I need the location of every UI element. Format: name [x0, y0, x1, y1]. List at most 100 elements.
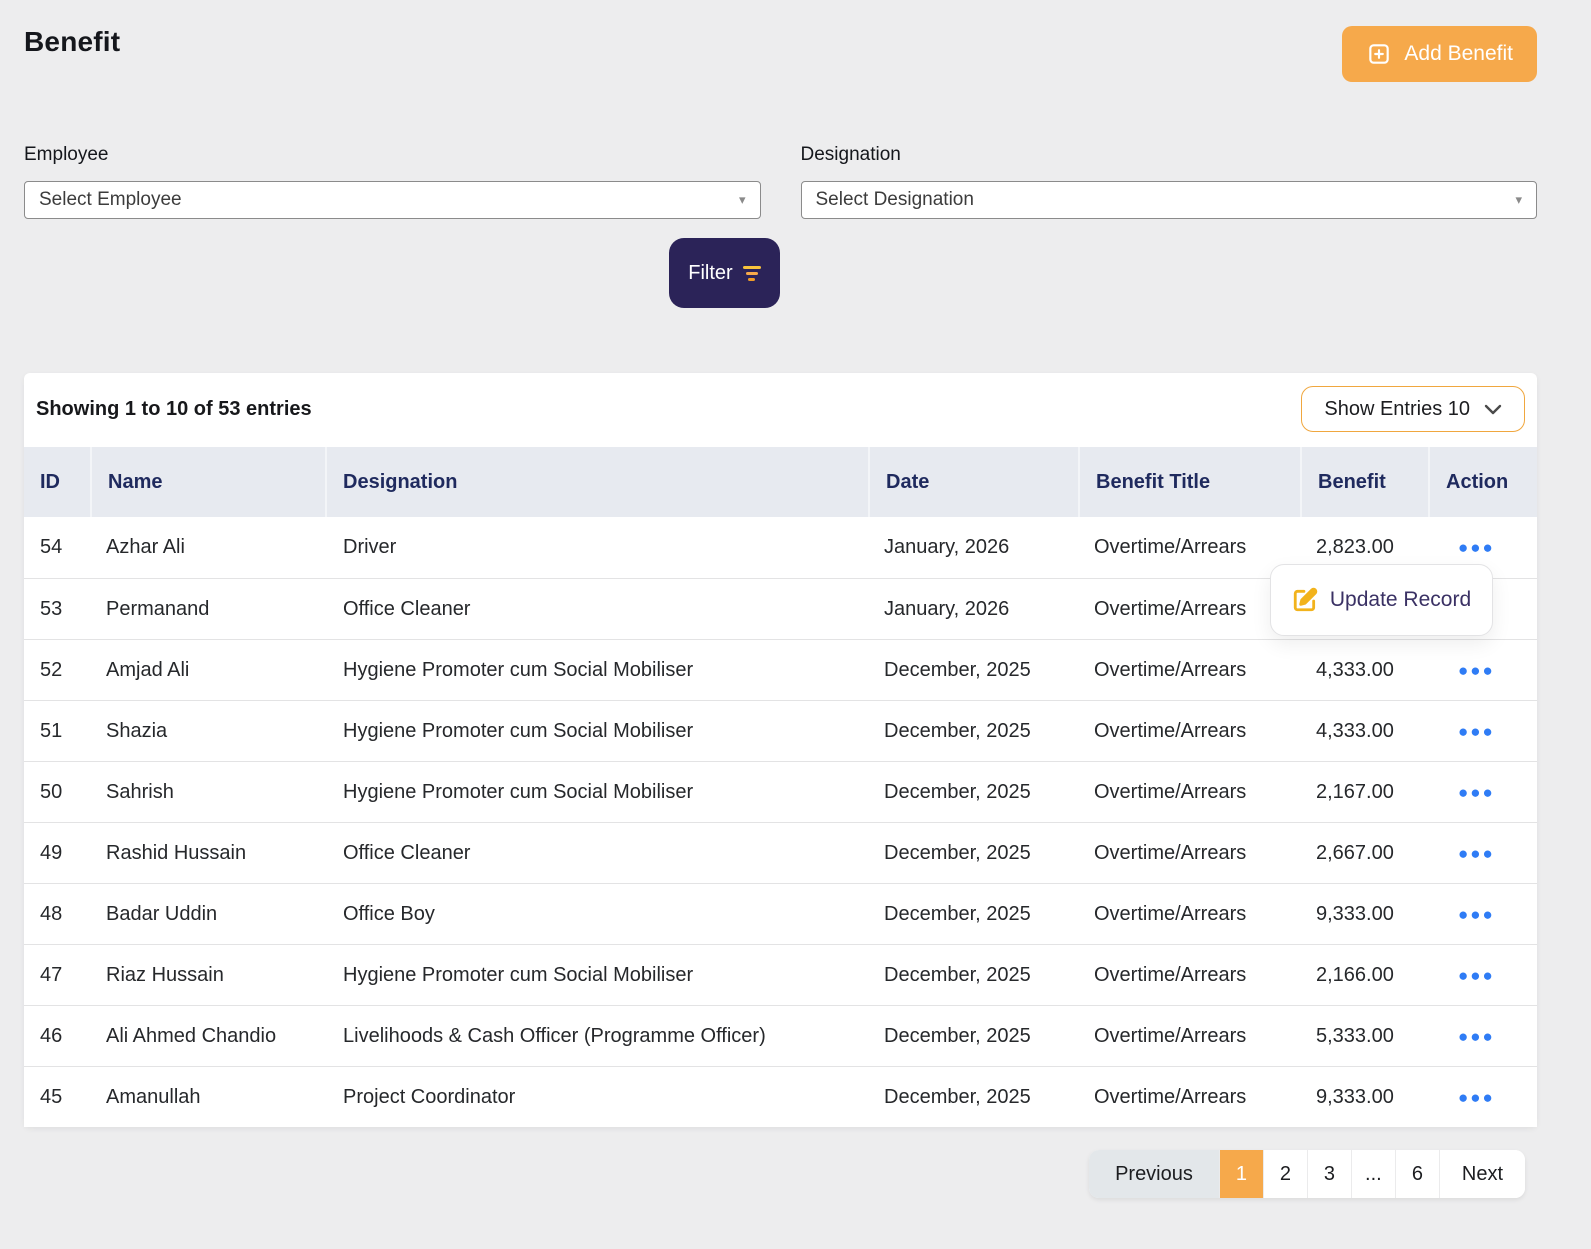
cell-name: Ali Ahmed Chandio: [90, 1025, 325, 1048]
ellipsis-icon: ●●●: [1458, 905, 1495, 924]
table-row: 48Badar UddinOffice BoyDecember, 2025Ove…: [24, 883, 1537, 944]
cell-benefit: 9,333.00: [1300, 1086, 1428, 1109]
cell-benefit_title: Overtime/Arrears: [1078, 1025, 1300, 1048]
cell-benefit: 9,333.00: [1300, 903, 1428, 926]
pagination-next[interactable]: Next: [1439, 1150, 1525, 1198]
column-header-date: Date: [868, 447, 1078, 517]
cell-name: Amanullah: [90, 1086, 325, 1109]
caret-down-icon: ▾: [1515, 192, 1522, 208]
employee-select[interactable]: Select Employee ▾: [24, 181, 761, 219]
ellipsis-icon: ●●●: [1458, 1088, 1495, 1107]
cell-designation: Hygiene Promoter cum Social Mobiliser: [325, 720, 868, 743]
row-actions-button[interactable]: ●●●: [1428, 964, 1537, 987]
cell-designation: Office Cleaner: [325, 598, 868, 621]
cell-designation: Livelihoods & Cash Officer (Programme Of…: [325, 1025, 868, 1048]
cell-benefit_title: Overtime/Arrears: [1078, 964, 1300, 987]
update-record-label: Update Record: [1330, 588, 1471, 612]
column-header-action: Action: [1428, 447, 1537, 517]
show-entries-dropdown[interactable]: Show Entries 10: [1301, 386, 1525, 432]
table-row: 45AmanullahProject CoordinatorDecember, …: [24, 1066, 1537, 1127]
caret-down-icon: ▾: [739, 192, 746, 208]
cell-id: 48: [24, 903, 90, 926]
cell-date: December, 2025: [868, 842, 1078, 865]
cell-benefit_title: Overtime/Arrears: [1078, 903, 1300, 926]
pagination-page-3[interactable]: 3: [1307, 1150, 1351, 1198]
pagination-previous[interactable]: Previous: [1089, 1150, 1219, 1198]
designation-filter: Designation Select Designation ▾: [801, 144, 1538, 219]
designation-select-value: Select Designation: [816, 189, 974, 211]
cell-date: December, 2025: [868, 659, 1078, 682]
benefit-table-card: Showing 1 to 10 of 53 entries Show Entri…: [24, 373, 1537, 1127]
entries-summary: Showing 1 to 10 of 53 entries: [36, 398, 312, 421]
row-actions-button[interactable]: ●●●: [1428, 781, 1537, 804]
cell-id: 51: [24, 720, 90, 743]
row-actions-button[interactable]: ●●●: [1428, 842, 1537, 865]
row-actions-button[interactable]: ●●●: [1428, 720, 1537, 743]
table-header-row: IDNameDesignationDateBenefit TitleBenefi…: [24, 447, 1537, 517]
cell-id: 45: [24, 1086, 90, 1109]
filters-row: Employee Select Employee ▾ Designation S…: [24, 144, 1537, 219]
cell-date: December, 2025: [868, 903, 1078, 926]
cell-designation: Office Cleaner: [325, 842, 868, 865]
employee-label: Employee: [24, 144, 761, 166]
table-row: 51ShaziaHygiene Promoter cum Social Mobi…: [24, 700, 1537, 761]
row-actions-button[interactable]: ●●●: [1428, 1025, 1537, 1048]
cell-date: December, 2025: [868, 781, 1078, 804]
cell-name: Amjad Ali: [90, 659, 325, 682]
column-header-id: ID: [24, 447, 90, 517]
pagination-page-1[interactable]: 1: [1219, 1150, 1263, 1198]
cell-benefit_title: Overtime/Arrears: [1078, 1086, 1300, 1109]
cell-benefit_title: Overtime/Arrears: [1078, 598, 1300, 621]
cell-designation: Driver: [325, 536, 868, 559]
cell-name: Azhar Ali: [90, 536, 325, 559]
show-entries-label: Show Entries 10: [1324, 398, 1470, 421]
cell-name: Badar Uddin: [90, 903, 325, 926]
row-actions-button[interactable]: ●●●: [1428, 536, 1537, 559]
cell-benefit: 4,333.00: [1300, 659, 1428, 682]
pagination: Previous123...6Next: [1089, 1150, 1525, 1198]
cell-date: January, 2026: [868, 598, 1078, 621]
cell-designation: Hygiene Promoter cum Social Mobiliser: [325, 781, 868, 804]
cell-benefit: 2,166.00: [1300, 964, 1428, 987]
page-title: Benefit: [24, 26, 120, 58]
cell-name: Permanand: [90, 598, 325, 621]
column-header-benefit-title: Benefit Title: [1078, 447, 1300, 517]
cell-designation: Office Boy: [325, 903, 868, 926]
cell-benefit: 4,333.00: [1300, 720, 1428, 743]
cell-id: 50: [24, 781, 90, 804]
cell-id: 46: [24, 1025, 90, 1048]
cell-designation: Hygiene Promoter cum Social Mobiliser: [325, 964, 868, 987]
pagination-page-2[interactable]: 2: [1263, 1150, 1307, 1198]
row-actions-button[interactable]: ●●●: [1428, 903, 1537, 926]
cell-name: Rashid Hussain: [90, 842, 325, 865]
table-row: 52Amjad AliHygiene Promoter cum Social M…: [24, 639, 1537, 700]
cell-date: December, 2025: [868, 720, 1078, 743]
cell-name: Riaz Hussain: [90, 964, 325, 987]
cell-benefit_title: Overtime/Arrears: [1078, 720, 1300, 743]
topbar: Benefit Add Benefit: [24, 0, 1537, 82]
cell-id: 49: [24, 842, 90, 865]
cell-benefit_title: Overtime/Arrears: [1078, 659, 1300, 682]
cell-name: Shazia: [90, 720, 325, 743]
update-record-popup[interactable]: Update Record: [1270, 564, 1493, 636]
pagination-page-6[interactable]: 6: [1395, 1150, 1439, 1198]
employee-filter: Employee Select Employee ▾: [24, 144, 761, 219]
row-actions-button[interactable]: ●●●: [1428, 659, 1537, 682]
cell-benefit: 2,823.00: [1300, 536, 1428, 559]
cell-benefit_title: Overtime/Arrears: [1078, 781, 1300, 804]
table-row: 46Ali Ahmed ChandioLivelihoods & Cash Of…: [24, 1005, 1537, 1066]
ellipsis-icon: ●●●: [1458, 966, 1495, 985]
row-actions-button[interactable]: ●●●: [1428, 1086, 1537, 1109]
ellipsis-icon: ●●●: [1458, 722, 1495, 741]
table-row: 47Riaz HussainHygiene Promoter cum Socia…: [24, 944, 1537, 1005]
designation-select[interactable]: Select Designation ▾: [801, 181, 1538, 219]
ellipsis-icon: ●●●: [1458, 1027, 1495, 1046]
filter-button-label: Filter: [688, 262, 732, 285]
cell-benefit: 2,167.00: [1300, 781, 1428, 804]
pagination-page-...[interactable]: ...: [1351, 1150, 1395, 1198]
add-benefit-button[interactable]: Add Benefit: [1342, 26, 1537, 82]
cell-date: December, 2025: [868, 1086, 1078, 1109]
cell-name: Sahrish: [90, 781, 325, 804]
filter-button[interactable]: Filter: [669, 238, 780, 308]
benefit-page: Benefit Add Benefit Employee Select Empl…: [0, 0, 1591, 1249]
